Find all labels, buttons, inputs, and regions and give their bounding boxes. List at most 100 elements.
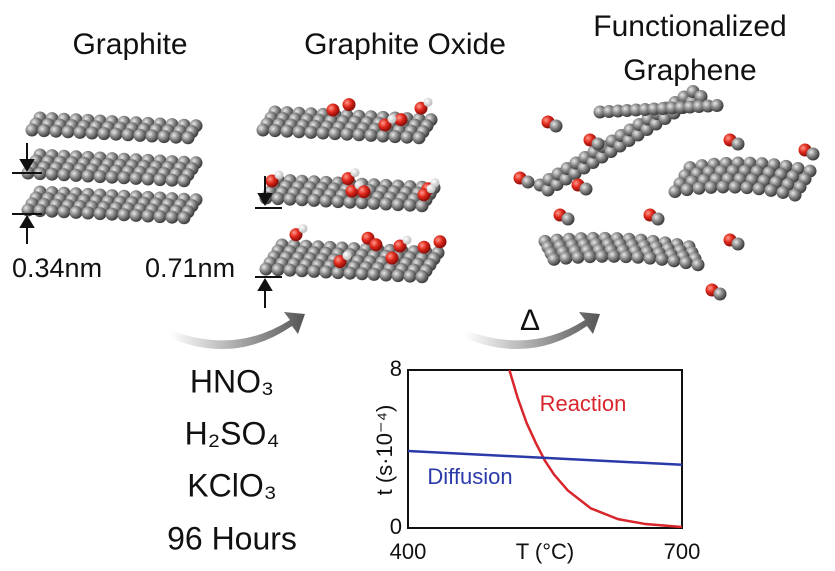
carbon-atom — [308, 265, 321, 278]
carbon-atom — [741, 181, 754, 194]
condition: KClO₃ — [187, 467, 276, 503]
carbon-atom — [404, 199, 417, 212]
oxygen-atom — [370, 238, 383, 251]
carbon-atom — [154, 173, 167, 186]
oxygen-atom — [343, 98, 356, 111]
hydrogen-atom — [424, 98, 433, 107]
carbon-atom — [118, 208, 131, 221]
spacing-label: 0.34nm — [12, 253, 102, 283]
carbon-atom — [62, 125, 75, 138]
carbon-atom — [281, 125, 294, 138]
carbon-atom — [380, 198, 393, 211]
carbon-atom — [416, 199, 429, 212]
label-functionalized: Functionalized — [593, 10, 786, 43]
carbon-atom — [106, 208, 119, 221]
carbon-atom — [82, 207, 95, 220]
carbon-atom — [693, 182, 706, 195]
carbon-atom — [329, 127, 342, 140]
spacing-label: 0.71nm — [145, 253, 235, 283]
y-tick-label: 0 — [390, 514, 402, 539]
carbon-atom — [308, 194, 321, 207]
carbon-atom — [106, 171, 119, 184]
carbon-atom — [717, 180, 730, 193]
carbon-atom — [320, 195, 333, 208]
carbon-atom — [320, 266, 333, 279]
carbon-atom — [392, 198, 405, 211]
carbon-atom — [705, 181, 718, 194]
carbon-atom — [34, 204, 47, 217]
carbon-atom — [178, 211, 191, 224]
carbon-atom — [284, 193, 297, 206]
carbon-atom — [753, 182, 766, 195]
carbon-atom — [413, 131, 426, 144]
carbon-atom — [296, 193, 309, 206]
carbon-atom — [368, 268, 381, 281]
carbon-atom — [332, 195, 345, 208]
carbon-atom — [296, 264, 309, 277]
series-label: Diffusion — [427, 464, 512, 489]
carbon-atom — [70, 169, 83, 182]
carbon-atom — [732, 238, 745, 251]
oxygen-atom — [418, 241, 431, 254]
carbon-atom — [584, 250, 597, 263]
carbon-atom — [522, 176, 535, 189]
carbon-atom — [580, 183, 593, 196]
heat-symbol: Δ — [520, 304, 540, 337]
carbon-atom — [58, 205, 71, 218]
carbon-atom — [377, 130, 390, 143]
carbon-atom — [46, 168, 59, 181]
carbon-atom — [269, 124, 282, 137]
carbon-atom — [368, 197, 381, 210]
carbon-atom — [154, 210, 167, 223]
carbon-atom — [158, 130, 171, 143]
condition: HNO₃ — [190, 363, 274, 399]
carbon-atom — [562, 213, 575, 226]
carbon-atom — [82, 170, 95, 183]
carbon-atom — [365, 129, 378, 142]
carbon-atom — [146, 130, 159, 143]
oxygen-atom — [386, 252, 399, 265]
x-axis-label: T (°C) — [516, 539, 575, 564]
carbon-atom — [74, 126, 87, 139]
carbon-atom — [166, 174, 179, 187]
x-tick-label: 700 — [664, 539, 701, 564]
carbon-atom — [392, 269, 405, 282]
carbon-atom — [130, 209, 143, 222]
carbon-atom — [550, 120, 563, 133]
oxygen-atom — [434, 235, 447, 248]
carbon-atom — [130, 172, 143, 185]
carbon-atom — [46, 205, 59, 218]
carbon-atom — [94, 207, 107, 220]
carbon-atom — [142, 210, 155, 223]
carbon-atom — [632, 251, 645, 264]
carbon-atom — [284, 264, 297, 277]
carbon-atom — [789, 189, 802, 202]
carbon-atom — [50, 125, 63, 138]
carbon-atom — [620, 250, 633, 263]
carbon-atom — [344, 267, 357, 280]
carbon-atom — [332, 266, 345, 279]
carbon-atom — [182, 131, 195, 144]
x-tick-label: 400 — [390, 539, 427, 564]
carbon-atom — [272, 263, 285, 276]
reaction-arrow — [170, 312, 305, 349]
y-tick-label: 8 — [390, 356, 402, 381]
carbon-atom — [94, 170, 107, 183]
carbon-atom — [86, 127, 99, 140]
oxygen-atom — [358, 185, 371, 198]
hydrogen-atom — [427, 184, 436, 193]
carbon-atom — [118, 171, 131, 184]
carbon-atom — [344, 196, 357, 209]
carbon-atom — [652, 213, 665, 226]
carbon-atom — [260, 263, 273, 276]
carbon-atom — [293, 125, 306, 138]
carbon-atom — [681, 183, 694, 196]
carbon-atom — [356, 196, 369, 209]
carbon-atom — [272, 192, 285, 205]
condition: H₂SO₄ — [185, 415, 280, 451]
carbon-atom — [401, 131, 414, 144]
carbon-atom — [404, 270, 417, 283]
carbon-atom — [122, 128, 135, 141]
carbon-atom — [807, 148, 820, 161]
